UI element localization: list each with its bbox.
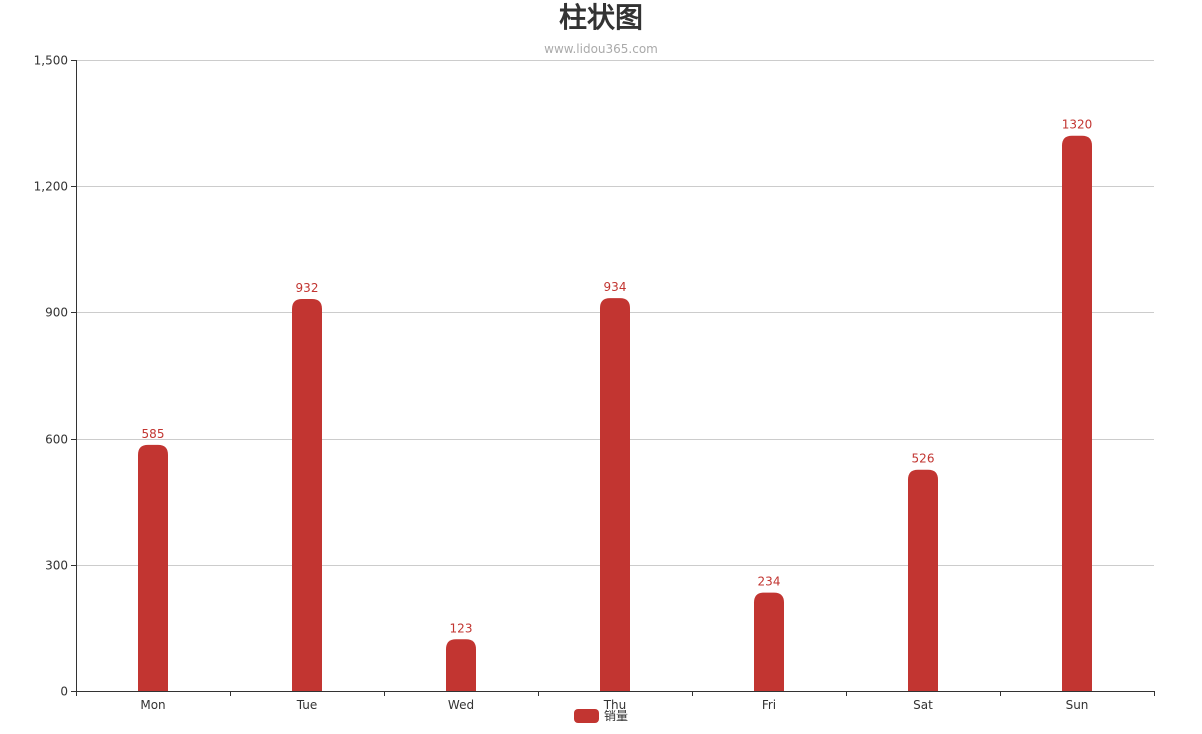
x-tick-label: Mon <box>140 698 165 712</box>
y-tick-label: 600 <box>45 433 68 447</box>
legend-swatch <box>573 708 599 723</box>
chart-subtitle[interactable]: www.lidou365.com <box>544 42 658 56</box>
bar-tue[interactable] <box>292 298 322 691</box>
bar-fri[interactable] <box>754 592 784 691</box>
legend[interactable]: 销量 <box>0 707 1202 724</box>
data-label-mon: 585 <box>142 427 165 441</box>
y-tick-label: 0 <box>60 685 68 699</box>
x-tick-label: Sat <box>913 698 933 712</box>
data-label-sat: 526 <box>912 452 935 466</box>
x-tick-label: Thu <box>603 698 627 712</box>
chart-title: 柱状图 <box>558 1 643 34</box>
data-label-tue: 932 <box>296 281 319 295</box>
x-tick-label: Tue <box>296 698 318 712</box>
bar-mon[interactable] <box>138 444 168 691</box>
x-tick-label: Fri <box>762 698 776 712</box>
x-tick-label: Wed <box>448 698 474 712</box>
legend-label: 销量 <box>603 709 628 723</box>
y-tick-label: 1,500 <box>34 54 68 68</box>
y-tick-label: 1,200 <box>34 180 68 194</box>
bar-sun[interactable] <box>1062 135 1092 692</box>
data-label-fri: 234 <box>758 575 781 589</box>
bar-wed[interactable] <box>446 639 476 691</box>
y-tick-label: 300 <box>45 559 68 573</box>
data-label-sun: 1320 <box>1062 118 1093 132</box>
bar-thu[interactable] <box>600 298 630 691</box>
bar-sat[interactable] <box>908 469 938 691</box>
y-tick-label: 900 <box>45 306 68 320</box>
x-tick-label: Sun <box>1066 698 1089 712</box>
data-label-thu: 934 <box>604 280 627 294</box>
data-label-wed: 123 <box>450 621 473 635</box>
